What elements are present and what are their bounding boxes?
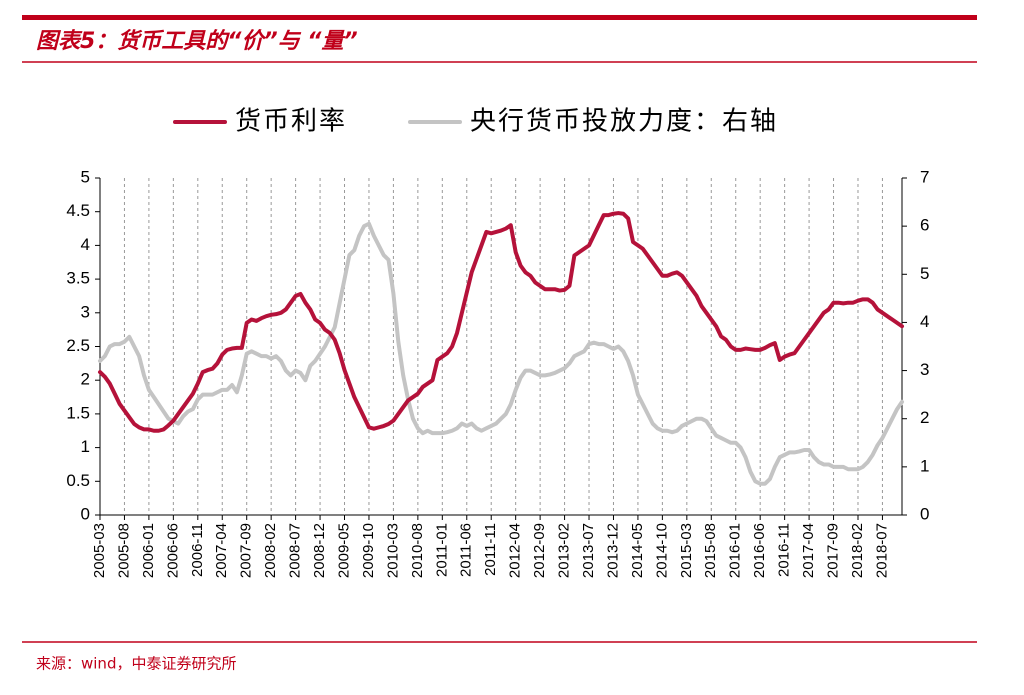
- x-tick-label: 2013-07: [580, 523, 597, 578]
- y-tick-label: 3: [81, 302, 90, 321]
- x-tick-label: 2012-04: [507, 523, 524, 578]
- y2-tick-label: 2: [920, 408, 929, 427]
- x-tick-label: 2018-07: [873, 523, 890, 578]
- y2-tick-label: 5: [920, 264, 929, 283]
- x-tick-label: 2018-02: [849, 523, 866, 578]
- y-tick-label: 0: [81, 504, 90, 523]
- x-tick-label: 2011-06: [458, 523, 475, 577]
- series-line: [98, 211, 904, 433]
- y-tick-label: 1.5: [66, 403, 90, 422]
- y2-tick-label: 0: [920, 504, 929, 523]
- x-tick-label: 2005-03: [91, 523, 108, 578]
- y-tick-label: 0.5: [66, 471, 90, 490]
- x-tick-label: 2005-08: [115, 523, 132, 578]
- y2-tick-label: 1: [920, 456, 929, 475]
- x-tick-label: 2017-09: [825, 523, 842, 578]
- y-tick-label: 4: [81, 235, 90, 254]
- x-tick-label: 2016-11: [776, 523, 793, 577]
- x-tick-label: 2016-01: [727, 523, 744, 578]
- y-tick-label: 1: [81, 437, 90, 456]
- top-bar: [22, 15, 977, 20]
- x-tick-label: 2014-05: [629, 523, 646, 578]
- x-tick-label: 2006-06: [164, 523, 181, 578]
- y-tick-label: 3.5: [66, 269, 90, 288]
- x-tick-label: 2016-06: [751, 523, 768, 578]
- x-tick-label: 2011-11: [482, 523, 499, 576]
- x-tick-label: 2009-05: [335, 523, 352, 578]
- x-tick-label: 2010-03: [384, 523, 401, 578]
- x-tick-label: 2007-09: [238, 523, 255, 578]
- x-tick-label: 2006-01: [140, 523, 157, 578]
- y-tick-label: 2.5: [66, 336, 90, 355]
- source: 来源：wind，中泰证券研究所: [36, 655, 236, 673]
- y-tick-label: 5: [81, 167, 90, 186]
- y2-tick-label: 4: [920, 312, 929, 331]
- x-tick-label: 2014-10: [653, 523, 670, 578]
- x-tick-label: 2017-04: [800, 523, 817, 578]
- x-tick-label: 2012-09: [531, 523, 548, 578]
- y-tick-label: 4.5: [66, 201, 90, 220]
- y2-tick-label: 3: [920, 360, 929, 379]
- chart-title: 图表5：货币工具的“价”与 “量”: [36, 28, 358, 54]
- y2-tick-label: 7: [920, 167, 929, 186]
- x-tick-label: 2013-12: [604, 523, 621, 578]
- x-tick-label: 2015-08: [702, 523, 719, 578]
- legend-label: 货币利率: [235, 107, 347, 137]
- y2-tick-label: 6: [920, 216, 929, 235]
- legend-label: 央行货币投放力度：右轴: [470, 107, 778, 137]
- x-tick-label: 2008-12: [311, 523, 328, 578]
- x-tick-label: 2008-07: [287, 523, 304, 578]
- x-tick-label: 2006-11: [189, 523, 206, 577]
- x-tick-label: 2013-02: [556, 523, 573, 578]
- series-line: [98, 221, 904, 486]
- x-tick-label: 2009-10: [360, 523, 377, 578]
- x-tick-label: 2007-04: [213, 523, 230, 578]
- x-tick-label: 2015-03: [678, 523, 695, 578]
- x-tick-label: 2008-02: [262, 523, 279, 578]
- x-tick-label: 2010-08: [409, 523, 426, 578]
- y-tick-label: 2: [81, 370, 90, 389]
- x-tick-label: 2011-01: [433, 523, 450, 577]
